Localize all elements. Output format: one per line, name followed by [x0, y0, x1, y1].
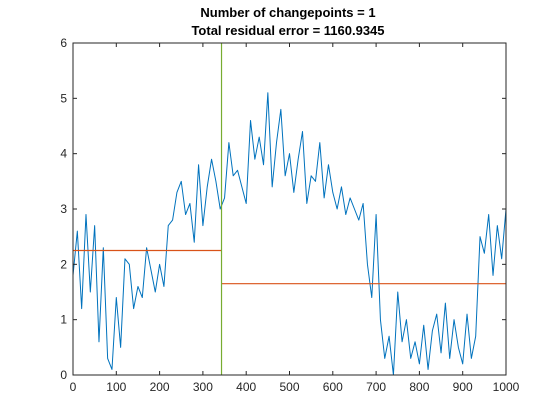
y-tick-label: 5: [60, 91, 67, 105]
x-tick-label: 400: [236, 380, 256, 394]
signal-series: [72, 92, 507, 376]
x-tick-label: 1000: [493, 380, 520, 394]
x-tick-label: 700: [366, 380, 386, 394]
chart-title-line-1: Number of changepoints = 1: [200, 5, 375, 20]
x-tick-label: 100: [106, 380, 126, 394]
segment-mean-series: [73, 249, 506, 285]
x-axis-ticks: 0 100 200 300 400 500 600 700 800 900 1000: [70, 43, 520, 394]
signal-line: [72, 92, 507, 376]
y-tick-label: 2: [60, 257, 67, 271]
y-tick-label: 1: [60, 313, 67, 327]
x-tick-label: 500: [279, 380, 299, 394]
y-tick-label: 4: [60, 147, 67, 161]
x-tick-label: 0: [70, 380, 77, 394]
y-tick-label: 6: [60, 36, 67, 50]
y-tick-label: 0: [60, 368, 67, 382]
x-tick-label: 800: [409, 380, 429, 394]
y-axis-ticks: 0 1 2 3 4 5 6: [60, 36, 506, 382]
y-tick-label: 3: [60, 202, 67, 216]
plot-area: [72, 43, 507, 376]
x-tick-label: 200: [150, 380, 170, 394]
x-tick-label: 300: [193, 380, 213, 394]
x-tick-label: 900: [453, 380, 473, 394]
chart-title-line-2: Total residual error = 1160.9345: [191, 23, 384, 38]
x-tick-label: 600: [323, 380, 343, 394]
axes-box: [72, 42, 507, 376]
